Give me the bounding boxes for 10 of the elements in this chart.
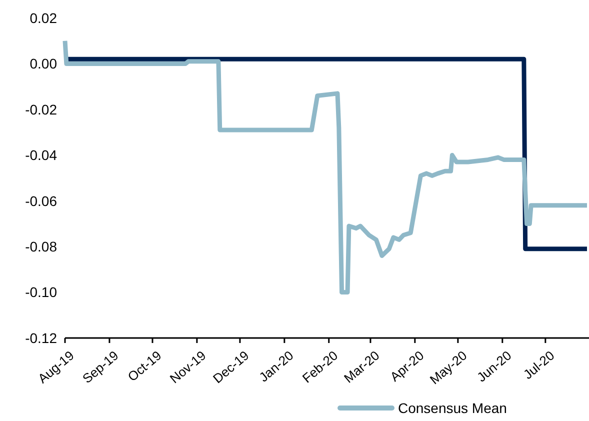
y-tick-label: -0.08 [25,238,58,254]
y-tick-label: -0.02 [25,101,58,118]
y-tick-label: -0.06 [25,192,58,209]
y-tick-label: 0.02 [30,10,58,26]
y-tick-label: 0.00 [30,56,58,72]
legend-label: Consensus Mean [398,400,507,416]
y-tick-label: -0.04 [25,147,58,164]
y-tick-label: -0.10 [25,284,58,300]
y-tick-label: -0.12 [25,330,58,346]
line-series [62,38,589,295]
